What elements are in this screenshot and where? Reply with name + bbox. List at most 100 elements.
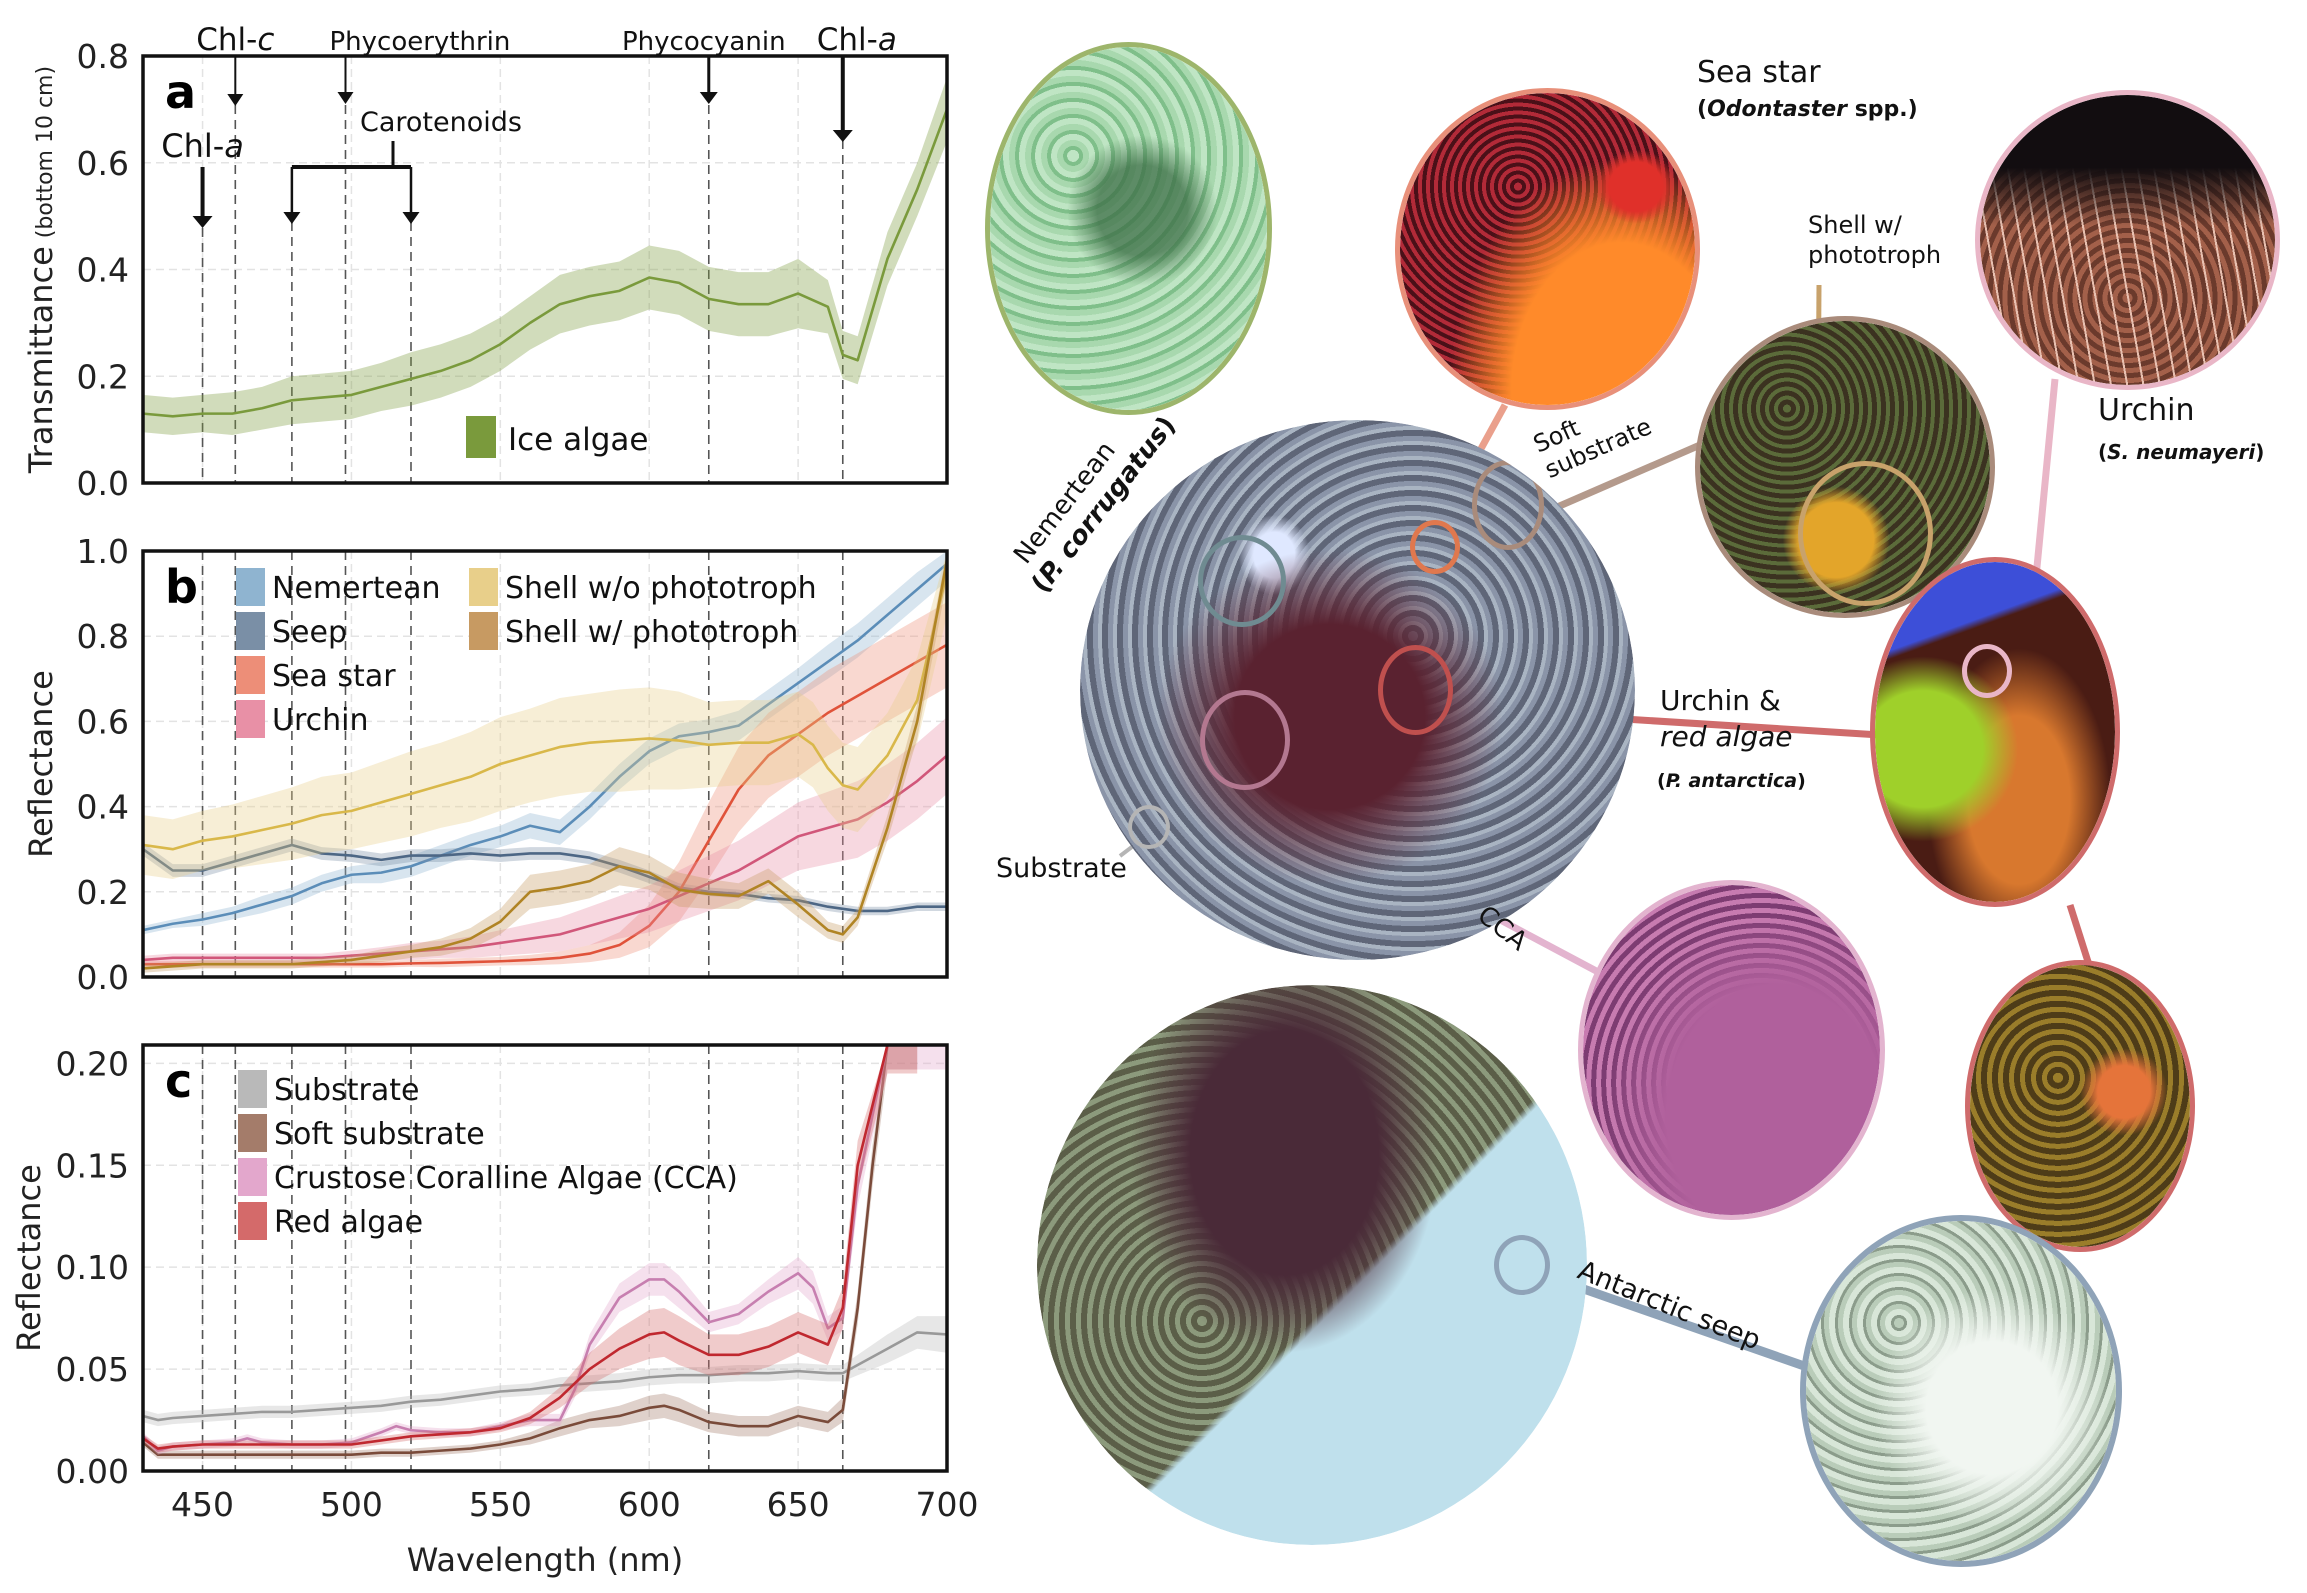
ring-cca bbox=[1200, 690, 1290, 790]
ring-urchin-red-algae bbox=[1378, 645, 1453, 735]
y-axis-label-main: Transmittance bbox=[22, 246, 60, 474]
x-tick-label: 650 bbox=[767, 1485, 830, 1524]
legend-swatch-shell-w-o-phototroph bbox=[469, 568, 498, 606]
legend-label-red-algae: Red algae bbox=[274, 1205, 423, 1240]
x-tick-label: 500 bbox=[320, 1485, 383, 1524]
line-substrate bbox=[143, 1331, 947, 1422]
pigment-lines bbox=[201, 1045, 844, 1471]
arrow-chl-a-top-head bbox=[832, 130, 853, 142]
band-red-algae bbox=[143, 1045, 918, 1453]
paren-close: ) bbox=[1797, 770, 1806, 792]
y-tick-label: 0.8 bbox=[77, 37, 129, 76]
line-urchin bbox=[143, 754, 947, 962]
y-tick-label: 0.15 bbox=[56, 1146, 129, 1185]
arrow-chl-c-head bbox=[227, 94, 244, 106]
axes-frame bbox=[141, 54, 949, 485]
y-tick-label: 0.4 bbox=[77, 251, 129, 290]
ring-soft-substrate bbox=[1472, 460, 1544, 550]
y-tick-label: 0.8 bbox=[77, 617, 129, 656]
y-tick-label: 0.6 bbox=[77, 144, 129, 183]
label-urchin: Urchin bbox=[2098, 393, 2195, 428]
ice-algae-texture bbox=[990, 47, 1267, 410]
band-urchin bbox=[143, 717, 947, 965]
legend-swatch-red-algae bbox=[238, 1202, 267, 1240]
label-shell-line2: phototroph bbox=[1808, 241, 1942, 269]
ring-nemertean bbox=[1198, 535, 1286, 627]
legend-label-ice-algae: Ice algae bbox=[508, 422, 648, 458]
photo-seafloor-main bbox=[1080, 420, 1635, 960]
urchin-texture bbox=[1980, 95, 2275, 385]
connector-soft-substrate bbox=[1553, 441, 1702, 512]
y-axis-label: Transmittance (bottom 10 cm) bbox=[22, 66, 60, 474]
paren-open: ( bbox=[1697, 97, 1708, 122]
photo-seafloor-seep bbox=[1037, 985, 1587, 1545]
label-urchin-species: (S. neumayeri) bbox=[2098, 440, 2264, 464]
y-tick-label: 0.2 bbox=[77, 873, 129, 912]
y-axis-label: Reflectance bbox=[10, 1164, 48, 1352]
paren-close: ) bbox=[1907, 97, 1918, 122]
annotation-chl-a-top: Chl-a bbox=[817, 22, 897, 58]
annotation-chl-a-mid: Chl-a bbox=[161, 127, 244, 165]
annotation-carotenoids-bracket: Carotenoids bbox=[360, 107, 522, 138]
annotation-italic: c bbox=[257, 22, 274, 58]
series-group bbox=[143, 1045, 947, 1459]
line-crustose-coralline-algae-cca- bbox=[143, 1045, 947, 1452]
arrow-carotenoid-480-head bbox=[283, 212, 301, 224]
x-tick-label: 700 bbox=[916, 1485, 979, 1524]
legend-label-shell-w-phototroph: Shell w/ phototroph bbox=[505, 615, 798, 650]
label-urchin-red-algae-line1: Urchin & bbox=[1660, 684, 1781, 717]
legend-swatch-substrate bbox=[238, 1070, 267, 1108]
connector-red-algae-lower bbox=[2066, 903, 2094, 970]
y-axis-label-suffix: (bottom 10 cm) bbox=[33, 66, 58, 238]
x-tick-label: 600 bbox=[618, 1485, 681, 1524]
x-axis-label: Wavelength (nm) bbox=[407, 1541, 683, 1579]
pigment-lines bbox=[201, 551, 844, 977]
photo-antarctic-seep bbox=[1800, 1215, 2122, 1567]
band-sea-star bbox=[143, 602, 947, 968]
line-ice-algae bbox=[143, 108, 947, 418]
y-tick-label: 0.0 bbox=[77, 464, 129, 503]
panel-label-a: a bbox=[165, 65, 196, 119]
sea-star-species-name: Odontaster bbox=[1707, 97, 1848, 122]
shell-highlight-ring bbox=[1798, 461, 1933, 606]
panel-label-c: c bbox=[165, 1054, 192, 1108]
y-axis-label: Reflectance bbox=[22, 670, 60, 858]
y-tick-label: 0.2 bbox=[77, 357, 129, 396]
label-urchin-red-algae: Urchin & red algae bbox=[1660, 683, 1793, 755]
legend-swatch-nemertean bbox=[236, 568, 265, 606]
photo-ice-algae bbox=[985, 42, 1272, 415]
x-tick-label: 550 bbox=[469, 1485, 532, 1524]
series-group bbox=[143, 551, 947, 973]
arrow-phycoerythrin-head bbox=[337, 92, 354, 104]
arrow-phycocyanin-head bbox=[699, 92, 718, 104]
ring-sea-star bbox=[1410, 520, 1460, 574]
y-tick-label: 0.4 bbox=[77, 788, 129, 827]
seafloor-main-texture bbox=[1080, 420, 1635, 960]
line-nemertean bbox=[143, 562, 947, 932]
label-shell-with-phototroph: Shell w/ phototroph bbox=[1808, 210, 1941, 270]
photo-shell-with-phototroph bbox=[1695, 316, 1995, 618]
line-shell-w-phototroph bbox=[143, 559, 947, 970]
label-sea-star-species: (Odontaster spp.) bbox=[1697, 97, 1918, 122]
annotation-chl-c-top: Chl-c bbox=[196, 22, 274, 58]
sea-star-species-suffix: spp. bbox=[1847, 97, 1908, 122]
panel-label-b: b bbox=[165, 560, 198, 614]
urchin-species-name: S. neumayeri bbox=[2107, 440, 2256, 464]
legend-swatch-shell-w-phototroph bbox=[469, 612, 498, 650]
antarctic-seep-texture bbox=[1806, 1221, 2116, 1561]
urchin-red-algae-texture bbox=[1875, 562, 2115, 902]
cca-texture bbox=[1583, 885, 1880, 1215]
photo-red-algae bbox=[1965, 960, 2195, 1252]
axes-frame bbox=[141, 1043, 949, 1473]
photo-urchin-red-algae bbox=[1870, 557, 2120, 907]
grid bbox=[143, 1045, 947, 1472]
y-tick-label: 0.0 bbox=[77, 958, 129, 997]
y-tick-label: 1.0 bbox=[77, 532, 129, 571]
legend-swatch-seep bbox=[236, 612, 265, 650]
y-tick-label: 0.00 bbox=[56, 1452, 129, 1491]
panel-b-reflectance-chart: 0.0 0.2 0.4 0.6 0.8 1.0 Reflectance b Nemertean S… bbox=[22, 532, 949, 997]
annotation-text: Carotenoids bbox=[360, 107, 522, 138]
line-shell-w-o-phototroph bbox=[143, 572, 947, 851]
annotation-text: Chl- bbox=[196, 22, 257, 58]
